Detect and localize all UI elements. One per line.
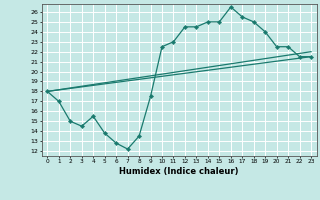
X-axis label: Humidex (Indice chaleur): Humidex (Indice chaleur) xyxy=(119,167,239,176)
